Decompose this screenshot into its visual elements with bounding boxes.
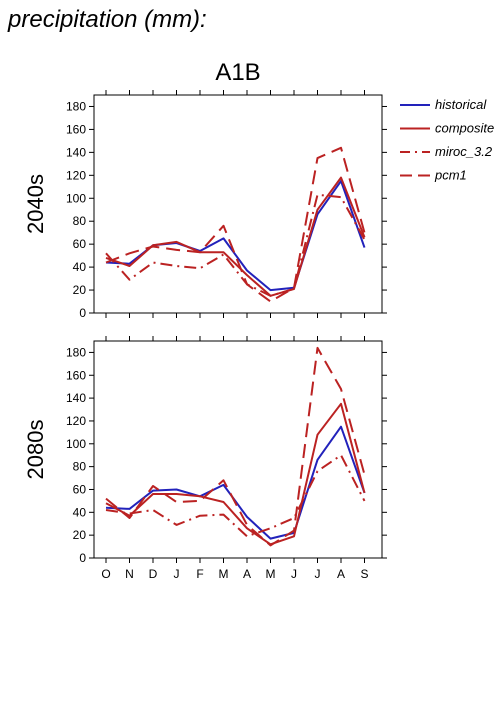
y-tick-label: 140	[66, 391, 86, 405]
x-tick-label: J	[174, 567, 180, 581]
chart-title: A1B	[215, 59, 260, 86]
y-tick-label: 160	[66, 368, 86, 382]
y-tick-label: 20	[73, 283, 87, 297]
y-tick-label: 60	[73, 482, 87, 496]
panel-frame	[93, 94, 383, 314]
series-line-historical	[105, 425, 366, 540]
y-tick-label: 120	[66, 168, 86, 182]
x-tick-label: S	[360, 567, 368, 581]
x-tick-label: J	[291, 567, 297, 581]
y-tick-label: 40	[73, 260, 87, 274]
y-tick-label: 80	[73, 460, 87, 474]
x-tick-label: A	[337, 567, 345, 581]
legend-label: pcm1	[434, 168, 467, 183]
y-tick-label: 180	[66, 99, 86, 113]
x-tick-label: M	[219, 567, 229, 581]
y-tick-label: 140	[66, 145, 86, 159]
page-title: precipitation (mm):	[8, 6, 207, 33]
y-tick-label: 160	[66, 122, 86, 136]
x-tick-label: F	[196, 567, 203, 581]
x-tick-label: J	[315, 567, 321, 581]
x-tick-label: O	[101, 567, 110, 581]
x-tick-label: N	[125, 567, 134, 581]
y-tick-label: 180	[66, 345, 86, 359]
series-line-composite	[105, 176, 366, 297]
panel-ylabel: 2040s	[23, 174, 48, 234]
panel-frame	[93, 340, 383, 559]
y-tick-label: 120	[66, 414, 86, 428]
y-tick-label: 0	[79, 306, 86, 320]
x-tick-label: D	[149, 567, 158, 581]
y-tick-label: 100	[66, 191, 86, 205]
y-tick-label: 100	[66, 437, 86, 451]
series-line-pcm1	[105, 346, 366, 547]
y-tick-label: 0	[79, 551, 86, 565]
series-line-miroc-3-2	[105, 193, 366, 297]
series-line-pcm1	[105, 146, 366, 303]
x-tick-label: A	[243, 567, 251, 581]
x-tick-label: M	[266, 567, 276, 581]
y-tick-label: 20	[73, 528, 87, 542]
legend-label: composite	[435, 121, 494, 136]
legend-label: historical	[435, 97, 487, 112]
series-line-composite	[105, 402, 366, 546]
legend-label: miroc_3.2	[435, 144, 493, 159]
panel-ylabel: 2080s	[23, 420, 48, 480]
y-tick-label: 60	[73, 237, 87, 251]
y-tick-label: 40	[73, 505, 87, 519]
y-tick-label: 80	[73, 214, 87, 228]
